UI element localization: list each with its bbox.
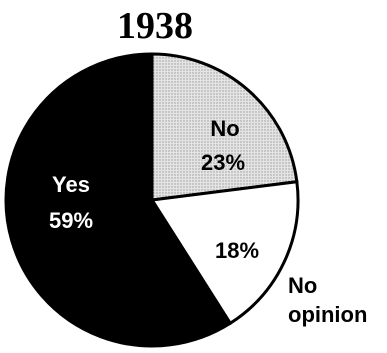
chart-title: 1938 [117, 5, 193, 47]
slice-name-yes: Yes [52, 172, 90, 197]
outside-label-no: No [288, 273, 317, 298]
slice-name-no: No [210, 116, 239, 141]
outside-label-opinion: opinion [288, 302, 367, 327]
pie-slice-yes [4, 52, 233, 348]
slice-label-yes: 59% [49, 208, 93, 233]
slice-label-no-opinion: 18% [215, 238, 259, 263]
pie-slice-no [150, 52, 299, 202]
slice-label-no: 23% [201, 150, 245, 175]
pie-slice-no-opinion [149, 180, 300, 326]
